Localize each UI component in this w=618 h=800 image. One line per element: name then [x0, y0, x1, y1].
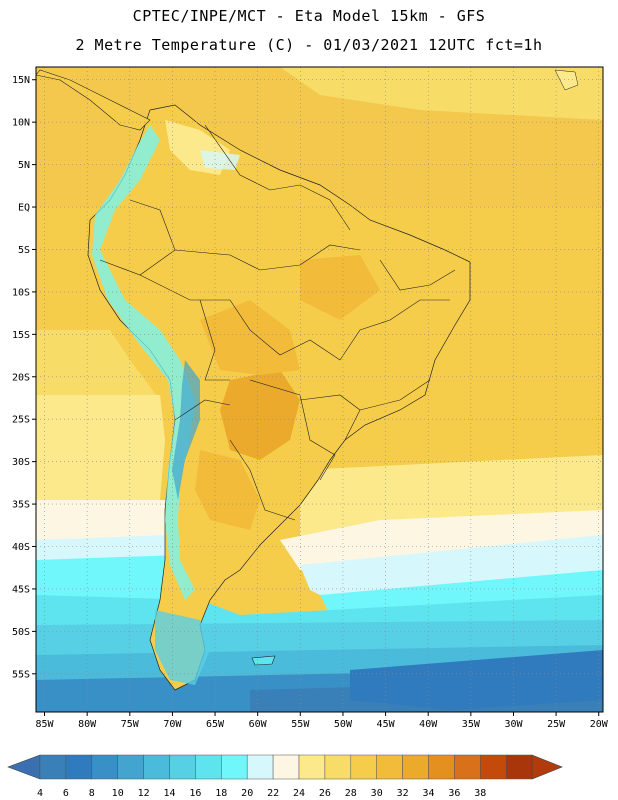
lat-tick-label: 5S [18, 245, 30, 256]
colorbar-swatch [454, 754, 481, 780]
colorbar-swatch [505, 754, 533, 780]
lat-tick-label: 30S [12, 457, 30, 468]
colorbar-label: 14 [163, 788, 175, 799]
colorbar-label: 4 [37, 788, 43, 799]
lat-tick-label: 10S [12, 287, 30, 298]
colorbar-swatch [143, 754, 170, 780]
colorbar-swatch [195, 754, 222, 780]
colorbar-swatch [39, 754, 67, 780]
colorbar-label: 30 [371, 788, 383, 799]
lon-tick-label: 20W [590, 719, 609, 730]
lon-tick-label: 80W [78, 719, 97, 730]
colorbar-swatch [402, 754, 429, 780]
colorbar-label: 28 [345, 788, 357, 799]
colorbar-swatch [272, 754, 300, 780]
colorbar-label: 8 [89, 788, 95, 799]
colorbar-swatch [65, 754, 93, 780]
lat-tick-label: 10N [12, 118, 30, 129]
lon-tick-label: 65W [206, 719, 225, 730]
colorbar-swatch [298, 754, 326, 780]
lon-tick-label: 30W [504, 719, 523, 730]
lon-tick-label: 60W [249, 719, 268, 730]
colorbar-label: 24 [293, 788, 305, 799]
colorbar-label: 18 [215, 788, 227, 799]
lat-tick-label: 25S [12, 415, 30, 426]
colorbar-label: 38 [474, 788, 486, 799]
lat-tick-label: 5N [18, 160, 30, 171]
colorbar-label: 32 [397, 788, 409, 799]
lat-tick-label: 20S [12, 372, 30, 383]
colorbar-label: 10 [112, 788, 124, 799]
colorbar-swatch [117, 754, 144, 780]
lon-tick-label: 85W [35, 719, 54, 730]
colorbar-swatch [246, 754, 274, 780]
colorbar-swatch [350, 754, 377, 780]
map-frame [35, 66, 604, 713]
colorbar: 4 6 8 10 12 14 16 18 20 22 24 26 28 30 32 34 36 38 [7, 754, 563, 799]
lon-tick-label: 70W [163, 719, 182, 730]
lat-tick-label: 55S [12, 669, 30, 680]
lon-tick-label: 50W [334, 719, 353, 730]
colorbar-label: 20 [241, 788, 253, 799]
lat-tick-label: 15S [12, 330, 30, 341]
colorbar-swatch [428, 754, 455, 780]
longitude-axis: 85W 80W 75W 70W 65W 60W 55W 50W 45W 40W 35W 30W 25W 2… [35, 712, 609, 730]
lat-tick-label: EQ [18, 203, 30, 214]
colorbar-label: 34 [422, 788, 434, 799]
colorbar-label: 22 [267, 788, 279, 799]
colorbar-swatch [169, 754, 196, 780]
colorbar-swatch [376, 754, 403, 780]
colorbar-swatch [91, 754, 118, 780]
lon-tick-label: 40W [419, 719, 438, 730]
colorbar-label: 26 [319, 788, 331, 799]
colorbar-over-arrow [531, 754, 563, 780]
colorbar-swatch [221, 754, 248, 780]
colorbar-label: 36 [448, 788, 460, 799]
lat-tick-label: 50S [12, 627, 30, 638]
lat-tick-label: 45S [12, 584, 30, 595]
andes-cold-band [92, 125, 195, 600]
colorbar-swatch [324, 754, 352, 780]
temperature-field [36, 67, 603, 712]
lat-tick-label: 35S [12, 500, 30, 511]
lon-tick-label: 35W [462, 719, 481, 730]
latitude-axis: 15N 10N 5N EQ 5S 10S 15S 20S 25S 30S 35S 40S 45S 50S 5… [12, 75, 36, 680]
colorbar-label: 16 [189, 788, 201, 799]
colorbar-under-arrow [7, 754, 41, 780]
lon-tick-label: 75W [121, 719, 140, 730]
lon-tick-label: 25W [547, 719, 566, 730]
colorbar-label: 12 [138, 788, 150, 799]
colorbar-label: 6 [63, 788, 69, 799]
colorbar-swatch [480, 754, 507, 780]
chart-subtitle: 2 Metre Temperature (C) - 01/03/2021 12U… [75, 36, 543, 54]
lat-tick-label: 40S [12, 542, 30, 553]
lat-tick-label: 15N [12, 75, 30, 86]
chart-title: CPTEC/INPE/MCT - Eta Model 15km - GFS [132, 7, 486, 25]
lon-tick-label: 45W [377, 719, 396, 730]
graticule [36, 67, 603, 712]
lon-tick-label: 55W [291, 719, 310, 730]
